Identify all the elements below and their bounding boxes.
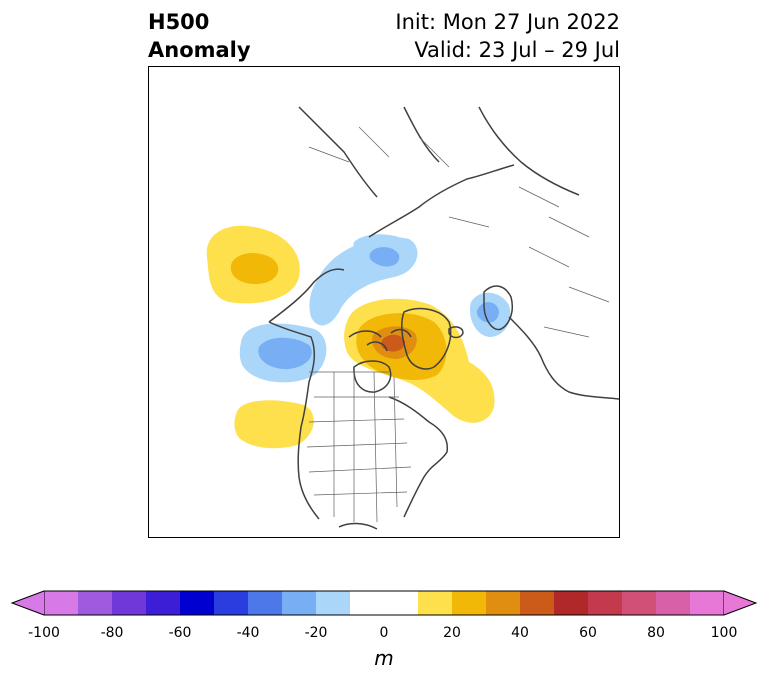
colorbar-unit-label: m: [374, 646, 394, 670]
positive-anomaly-greenland-peak: [381, 334, 405, 352]
colorbar-segment: [180, 591, 215, 615]
colorbar-segment: [622, 591, 657, 615]
colorbar-segment: [486, 591, 521, 615]
colorbar-tick-label: -20: [304, 625, 328, 641]
title-field-name: H500: [148, 10, 210, 34]
colorbar-tick-label: 20: [443, 625, 461, 641]
colorbar-segments: [44, 591, 725, 615]
colorbar-extend-max: [723, 590, 758, 616]
colorbar-tick-label: -40: [236, 625, 260, 641]
title-field-type: Anomaly: [148, 38, 251, 62]
positive-anomaly-east-pacific: [234, 400, 314, 449]
colorbar-tick-label: -100: [28, 625, 60, 641]
colorbar-segment: [248, 591, 283, 615]
colorbar-segment: [690, 591, 725, 615]
init-date: Init: Mon 27 Jun 2022: [395, 10, 620, 34]
colorbar-segment: [146, 591, 181, 615]
colorbar-segment: [214, 591, 249, 615]
colorbar-segment: [316, 591, 351, 615]
negative-anomaly-siberia-core: [369, 247, 400, 267]
title-right: Init: Mon 27 Jun 2022 Valid: 23 Jul – 29…: [395, 8, 620, 64]
colorbar-segment: [282, 591, 317, 615]
colorbar-segment: [418, 591, 453, 615]
colorbar-tick-label: -80: [100, 625, 124, 641]
anomaly-map: [206, 106, 619, 530]
colorbar-tick-label: 0: [379, 625, 389, 641]
colorbar-segment: [384, 591, 419, 615]
political-borders: [306, 126, 610, 523]
title-left: H500 Anomaly: [148, 8, 251, 64]
colorbar-tick-label: 40: [511, 625, 529, 641]
colorbar-tick-label: -60: [168, 625, 192, 641]
colorbar-extend-min: [10, 590, 45, 616]
valid-range: Valid: 23 Jul – 29 Jul: [414, 38, 620, 62]
coastlines: [268, 106, 619, 530]
colorbar-segment: [78, 591, 113, 615]
colorbar-segment: [452, 591, 487, 615]
colorbar-segment: [588, 591, 623, 615]
colorbar-segment: [112, 591, 147, 615]
colorbar-segment: [520, 591, 555, 615]
anomaly-shading: [206, 225, 511, 449]
colorbar-tick-label: 80: [647, 625, 665, 641]
colorbar-segment: [656, 591, 691, 615]
negative-anomaly-europe-core: [476, 302, 499, 323]
colorbar-segment: [44, 591, 79, 615]
positive-anomaly-pacific-core: [230, 253, 279, 285]
colorbar-segment: [350, 591, 385, 615]
colorbar-tick-label: 60: [579, 625, 597, 641]
map-panel: [148, 66, 620, 538]
colorbar-segment: [554, 591, 589, 615]
colorbar: [10, 590, 758, 616]
colorbar-tick-label: 100: [710, 625, 738, 641]
negative-anomaly-alaska-core: [258, 337, 312, 370]
